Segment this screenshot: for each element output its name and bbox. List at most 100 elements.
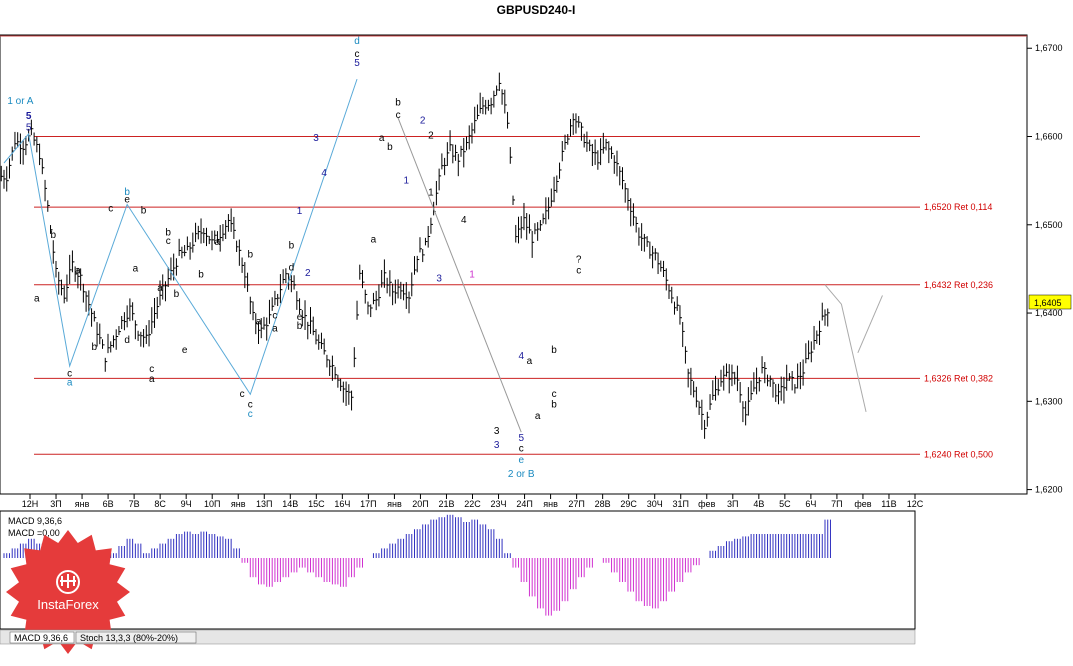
wave-label: 3 bbox=[494, 426, 500, 437]
macd-label-2: MACD =0,00 bbox=[8, 528, 60, 538]
wave-label: c bbox=[355, 49, 360, 60]
wave-label: 5 bbox=[518, 433, 524, 444]
wave-label: a bbox=[34, 294, 40, 305]
main-plot-frame bbox=[0, 34, 1028, 495]
wave-label: 1 bbox=[428, 188, 434, 199]
x-tick-label: 7П bbox=[831, 499, 842, 509]
wave-label: b bbox=[248, 249, 254, 260]
wave-label: a bbox=[535, 411, 541, 422]
y-tick-label: 1,6500 bbox=[1035, 220, 1063, 230]
x-axis: 12Н 3П янв 6В 7В 8С 9Ч 10П янв 13П 14В 15С 16Ч 17П янв… bbox=[22, 494, 924, 509]
wave-label: e bbox=[124, 195, 130, 206]
wave-label: 2 or B bbox=[508, 469, 535, 480]
logo-emblem-mark bbox=[60, 574, 76, 588]
projection-line-alt bbox=[857, 295, 883, 353]
x-tick-label: 3П bbox=[50, 499, 61, 509]
wave-label: 1 bbox=[404, 175, 410, 186]
wave-label: b bbox=[141, 205, 147, 216]
wave-label: 3 bbox=[313, 133, 319, 144]
wave-label: c bbox=[108, 204, 113, 215]
indicator-tab-bar bbox=[0, 629, 916, 645]
current-price-tag: 1,6405 bbox=[1028, 294, 1072, 310]
x-tick-label: 11В bbox=[881, 499, 896, 509]
x-tick-label: 31П bbox=[672, 499, 688, 509]
wave-labels: 551 or Aabacabcbebadbcacabebabcccacabdeb… bbox=[7, 36, 582, 480]
macd-histogram bbox=[3, 514, 831, 616]
x-tick-label: 6Ч bbox=[805, 499, 816, 509]
wave-label: b bbox=[395, 98, 401, 109]
wave-label: b bbox=[198, 270, 204, 281]
wave-label: a bbox=[75, 265, 81, 276]
wave-label: e bbox=[182, 345, 188, 356]
wave-label: a bbox=[527, 356, 533, 367]
wave-lines bbox=[3, 78, 883, 433]
retracement-label: 1,6432 Ret 0,236 bbox=[924, 280, 993, 290]
macd-label-1: MACD 9,36,6 bbox=[8, 516, 62, 526]
x-tick-label: 21В bbox=[438, 499, 454, 509]
current-price-label: 1,6405 bbox=[1034, 298, 1062, 308]
wave-label: b bbox=[551, 399, 557, 410]
wave-label: a bbox=[272, 324, 278, 335]
wave-label: b bbox=[50, 230, 56, 241]
wave-label: d bbox=[289, 263, 295, 274]
x-tick-label: 30Ч bbox=[647, 499, 663, 509]
tab-stoch[interactable]: Stoch 13,3,3 (80%-20%) bbox=[75, 631, 197, 644]
x-tick-label: 13П bbox=[256, 499, 272, 509]
instaforex-logo: InstaForex bbox=[6, 530, 130, 654]
logo-text: InstaForex bbox=[37, 597, 99, 612]
wave-label: 2 bbox=[428, 130, 434, 141]
wave-label: c bbox=[519, 444, 524, 455]
wave-label: c bbox=[248, 409, 253, 420]
current-price-box bbox=[1028, 294, 1072, 310]
wave-label: c bbox=[248, 399, 253, 410]
wave-label: c bbox=[576, 265, 581, 276]
wave-label: c bbox=[149, 364, 154, 375]
wave-label: 2 bbox=[420, 115, 426, 126]
y-tick-label: 1,6600 bbox=[1035, 132, 1063, 142]
x-tick-label: фев bbox=[698, 499, 715, 509]
x-tick-label: 9Ч bbox=[181, 499, 192, 509]
y-tick-label: 1,6200 bbox=[1035, 485, 1063, 495]
wave-label: c bbox=[67, 369, 72, 380]
x-tick-label: 7В bbox=[129, 499, 140, 509]
wave-label: b bbox=[289, 241, 295, 252]
x-tick-label: 24П bbox=[516, 499, 532, 509]
wave-label: 1 or A bbox=[7, 96, 33, 107]
wave-label: a bbox=[157, 283, 163, 294]
x-tick-label: 3П bbox=[727, 499, 738, 509]
wave-label: 1 bbox=[297, 206, 303, 217]
wave-label: e bbox=[518, 455, 524, 466]
x-tick-label: 29С bbox=[620, 499, 637, 509]
x-tick-label: 23Ч bbox=[491, 499, 507, 509]
tab-stoch-label: Stoch 13,3,3 (80%-20%) bbox=[80, 633, 178, 643]
wave-label: c bbox=[272, 310, 277, 321]
projection-line bbox=[824, 284, 867, 413]
retracement-levels: 1,6520 Ret 0,114 1,6432 Ret 0,236 1,6326 R… bbox=[34, 136, 993, 459]
wave-label: 1 bbox=[469, 270, 475, 281]
wave-label: 3 bbox=[494, 440, 500, 451]
wave-label: c bbox=[396, 110, 401, 121]
wave-label: d bbox=[354, 36, 360, 47]
x-tick-label: янв bbox=[231, 499, 246, 509]
x-tick-label: 5С bbox=[779, 499, 791, 509]
wave-line-grey bbox=[397, 117, 522, 433]
wave-label: 5 bbox=[26, 122, 32, 133]
wave-label: ? bbox=[576, 255, 582, 266]
wave-label: d bbox=[124, 335, 130, 346]
x-tick-label: 28В bbox=[595, 499, 611, 509]
chart-title: GBPUSD240-I bbox=[497, 3, 576, 17]
tab-macd[interactable]: MACD 9,36,6 bbox=[9, 631, 75, 644]
wave-label: c bbox=[552, 389, 557, 400]
x-tick-label: 10П bbox=[204, 499, 220, 509]
wave-label: a bbox=[371, 234, 377, 245]
x-tick-label: 17П bbox=[360, 499, 376, 509]
retracement-label: 1,6520 Ret 0,114 bbox=[924, 202, 992, 212]
wave-label: 4 bbox=[461, 215, 467, 226]
wave-label: 4 bbox=[321, 168, 327, 179]
y-tick-label: 1,6400 bbox=[1035, 308, 1063, 318]
wave-label: b bbox=[165, 227, 171, 238]
x-tick-label: 4В bbox=[753, 499, 764, 509]
wave-label: c bbox=[240, 389, 245, 400]
